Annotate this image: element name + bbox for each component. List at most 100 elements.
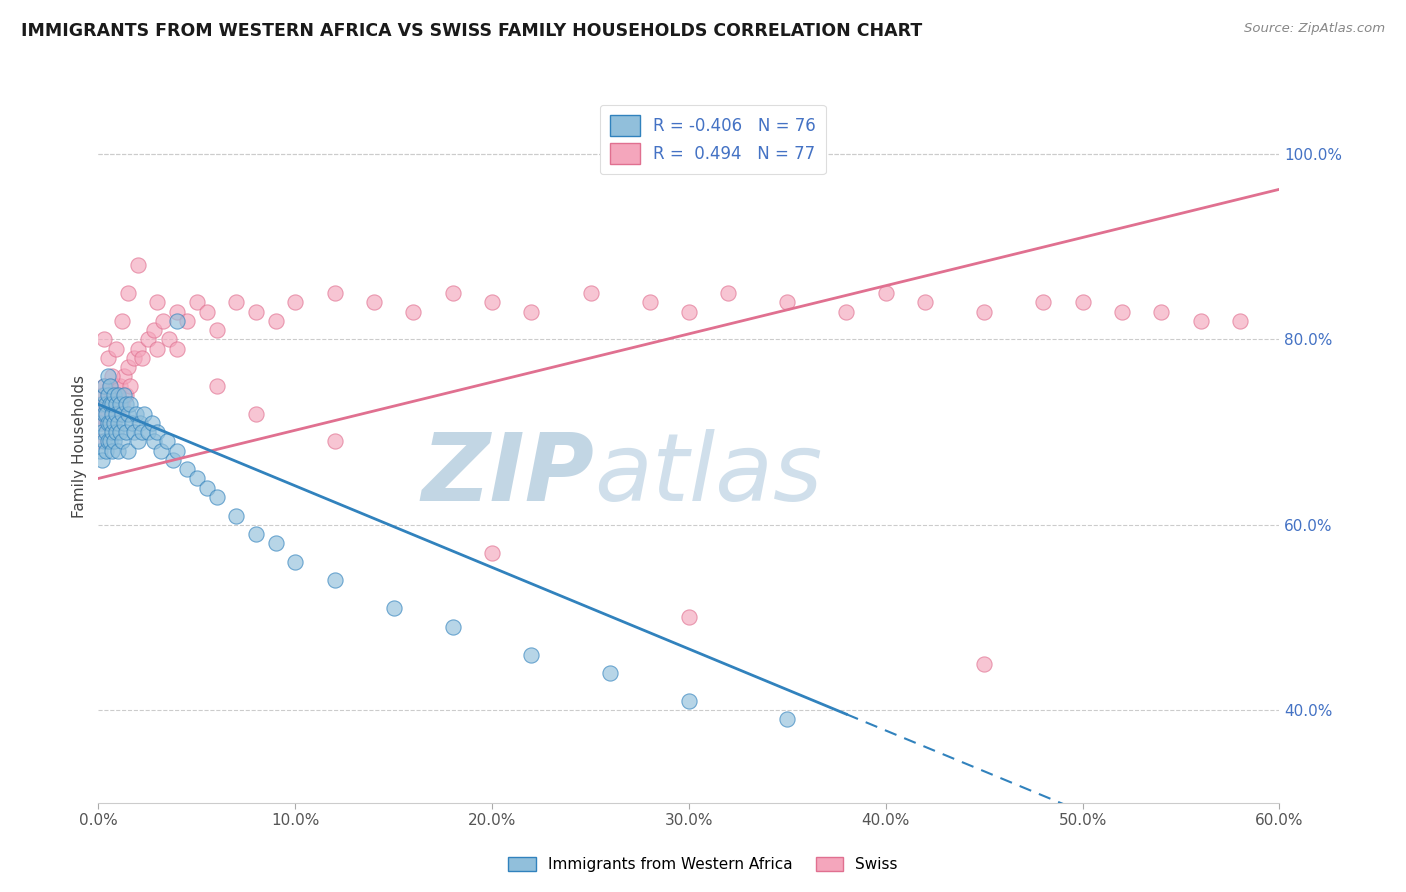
Point (118, 378, 141, 392)
Point (973, 657, 995, 671)
Point (97, 388, 120, 402)
Point (142, 434, 165, 449)
Point (1189, 314, 1212, 328)
Point (108, 397, 131, 411)
Point (638, 295, 661, 310)
Point (108, 378, 131, 392)
Point (128, 416, 150, 430)
Point (156, 434, 179, 449)
Point (117, 360, 139, 375)
Point (973, 304, 995, 318)
Point (96, 443, 118, 458)
Point (115, 388, 138, 402)
Point (105, 397, 128, 411)
Point (914, 295, 936, 310)
Point (136, 425, 159, 439)
Point (152, 314, 174, 328)
Point (101, 397, 124, 411)
Point (125, 407, 148, 421)
Point (264, 536, 287, 550)
Point (264, 314, 287, 328)
Point (122, 351, 145, 365)
Point (108, 425, 131, 439)
Point (93, 333, 115, 347)
Point (101, 369, 124, 384)
Point (96, 425, 118, 439)
Point (142, 323, 165, 337)
Legend: R = -0.406   N = 76, R =  0.494   N = 77: R = -0.406 N = 76, R = 0.494 N = 77 (599, 104, 825, 174)
Point (101, 425, 124, 439)
Point (112, 416, 135, 430)
Point (91, 425, 114, 439)
Point (146, 295, 169, 310)
Y-axis label: Family Households: Family Households (72, 375, 87, 517)
Point (107, 443, 129, 458)
Point (678, 694, 700, 708)
Point (599, 666, 621, 681)
Point (96, 407, 118, 421)
Point (105, 378, 128, 392)
Point (107, 416, 129, 430)
Point (323, 286, 346, 301)
Point (93, 407, 115, 421)
Text: Source: ZipAtlas.com: Source: ZipAtlas.com (1244, 22, 1385, 36)
Point (1111, 304, 1133, 318)
Point (323, 434, 346, 449)
Point (97, 369, 120, 384)
Point (111, 397, 134, 411)
Point (520, 648, 543, 662)
Point (186, 295, 208, 310)
Point (195, 304, 218, 318)
Point (579, 286, 602, 301)
Point (205, 323, 228, 337)
Point (97, 388, 120, 402)
Point (97, 407, 120, 421)
Point (97, 416, 120, 430)
Point (875, 286, 897, 301)
Point (776, 712, 799, 726)
Point (186, 471, 208, 485)
Point (97, 351, 120, 365)
Point (101, 443, 124, 458)
Point (225, 295, 247, 310)
Point (98, 434, 121, 449)
Point (166, 314, 188, 328)
Point (225, 508, 247, 523)
Point (441, 286, 464, 301)
Point (118, 397, 141, 411)
Point (1150, 304, 1173, 318)
Point (132, 407, 155, 421)
Point (91, 397, 114, 411)
Point (131, 351, 153, 365)
Point (105, 407, 128, 421)
Point (481, 545, 503, 559)
Point (195, 481, 218, 495)
Point (121, 416, 143, 430)
Point (1032, 295, 1054, 310)
Point (107, 388, 129, 402)
Point (1229, 314, 1251, 328)
Point (166, 342, 188, 356)
Point (146, 425, 169, 439)
Point (245, 407, 267, 421)
Text: IMMIGRANTS FROM WESTERN AFRICA VS SWISS FAMILY HOUSEHOLDS CORRELATION CHART: IMMIGRANTS FROM WESTERN AFRICA VS SWISS … (21, 22, 922, 40)
Point (96, 397, 118, 411)
Point (150, 443, 173, 458)
Point (111, 434, 134, 449)
Point (105, 342, 128, 356)
Point (98, 416, 121, 430)
Point (98, 378, 121, 392)
Point (678, 610, 700, 624)
Point (176, 462, 198, 476)
Point (141, 416, 163, 430)
Point (717, 286, 740, 301)
Point (98, 397, 121, 411)
Point (93, 407, 115, 421)
Point (112, 369, 135, 384)
Point (97, 434, 120, 449)
Point (117, 286, 139, 301)
Point (245, 527, 267, 541)
Point (776, 295, 799, 310)
Point (205, 490, 228, 504)
Point (115, 425, 138, 439)
